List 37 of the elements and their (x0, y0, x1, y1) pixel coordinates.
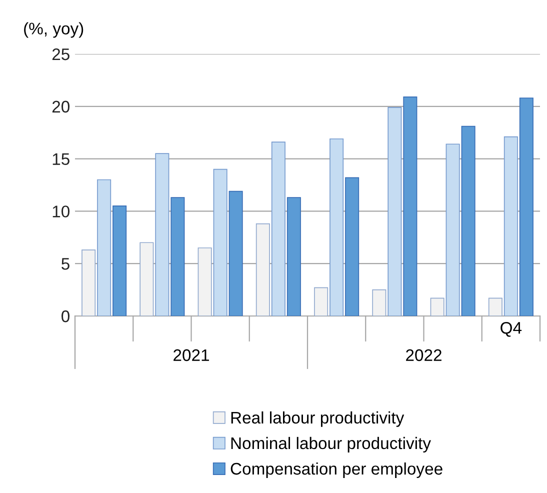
bar (403, 96, 418, 316)
legend-label: Compensation per employee (230, 462, 442, 478)
legend-label: Nominal labour productivity (231, 436, 431, 452)
bar (446, 144, 460, 316)
bar (82, 250, 96, 316)
y-tick-label: 25 (52, 48, 70, 60)
y-tick-label: 0 (62, 310, 70, 322)
bar (112, 206, 127, 316)
text: 2021 (174, 349, 209, 362)
bar (155, 153, 170, 316)
y-tick-label: 5 (62, 258, 70, 270)
bar (314, 287, 328, 316)
bar (430, 298, 444, 316)
bar (461, 126, 476, 316)
bar (256, 223, 270, 316)
x-tick-label: Q4 (500, 322, 522, 337)
bar (519, 98, 534, 316)
y-axis-title: (%, yoy) (24, 22, 84, 38)
bar (213, 168, 228, 316)
bar (140, 242, 154, 316)
text: 2022 (406, 349, 442, 362)
bar (372, 289, 386, 316)
bar (271, 142, 286, 316)
bar (488, 298, 502, 316)
y-tick-label: 20 (52, 100, 70, 113)
bar (345, 177, 360, 316)
y-tick-label: 15 (52, 153, 70, 166)
bar (388, 107, 402, 316)
legend-label: Real labour productivity (231, 411, 404, 427)
bar (504, 136, 518, 316)
y-tick-label: 10 (52, 206, 70, 218)
bar (198, 247, 212, 316)
bar (286, 197, 301, 316)
bar (228, 190, 243, 316)
bar (170, 197, 185, 316)
bar (330, 138, 344, 316)
bar (97, 179, 112, 316)
